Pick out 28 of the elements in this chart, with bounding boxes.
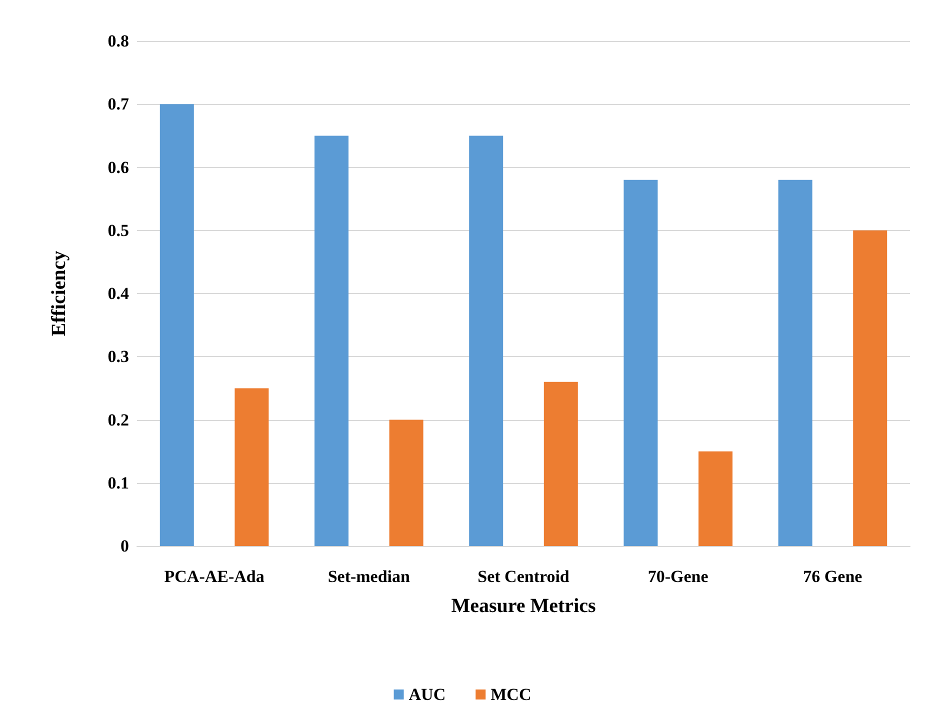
bar	[778, 180, 812, 546]
y-tick-label: 0.1	[108, 473, 129, 492]
x-axis-title: Measure Metrics	[451, 595, 596, 617]
y-tick-label: 0.2	[108, 410, 129, 430]
bar	[314, 136, 348, 546]
y-tick-label: 0.8	[108, 32, 129, 50]
bar	[544, 382, 578, 546]
bar	[389, 420, 424, 546]
x-tick-label: Set-median	[328, 567, 411, 586]
x-tick-label: Set Centroid	[478, 567, 570, 586]
y-tick-label: 0.3	[108, 347, 129, 366]
legend-label: AUC	[408, 685, 446, 704]
bar	[160, 104, 194, 546]
x-tick-label: 76 Gene	[803, 567, 863, 586]
y-tick-label: 0.7	[108, 94, 130, 114]
x-tick-label: 70-Gene	[648, 567, 709, 586]
y-tick-label: 0.4	[108, 284, 130, 303]
bar	[853, 230, 888, 546]
bar	[698, 451, 732, 546]
legend-label: MCC	[490, 685, 532, 704]
y-tick-label: 0	[120, 536, 129, 556]
x-tick-label: PCA-AE-Ada	[164, 567, 265, 586]
y-tick-label: 0.6	[108, 158, 129, 177]
y-axis-title: Efficiency	[48, 250, 70, 336]
y-tick-label: 0.5	[108, 220, 129, 240]
bar	[469, 136, 504, 546]
bar	[234, 388, 269, 546]
bar	[624, 180, 658, 546]
